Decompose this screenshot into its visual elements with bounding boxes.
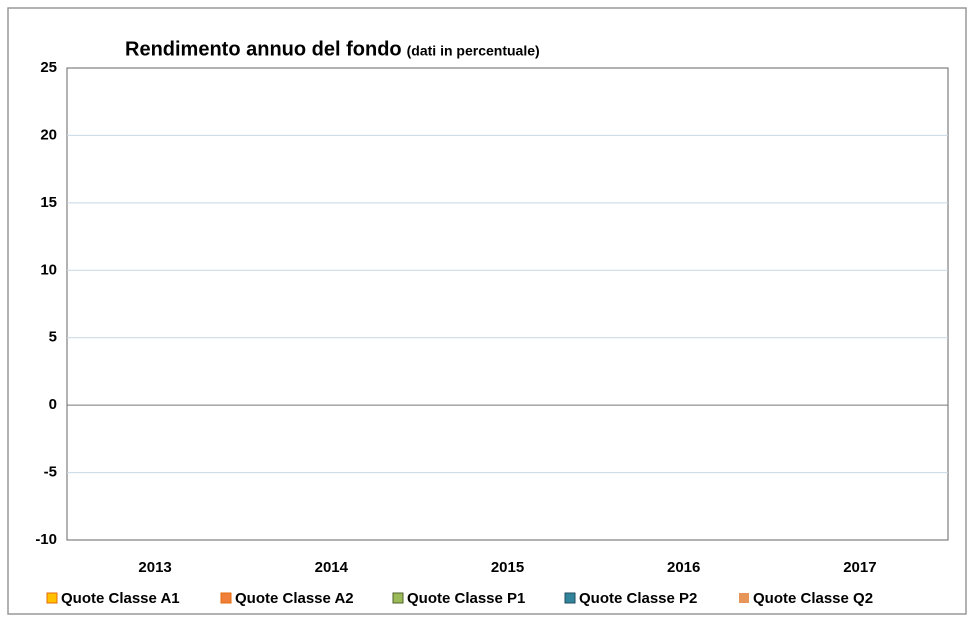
legend-marker bbox=[46, 592, 58, 604]
y-tick-label: -10 bbox=[35, 531, 57, 548]
x-tick-label: 2016 bbox=[667, 559, 700, 576]
legend-label: Quote Classe A2 bbox=[235, 590, 354, 607]
y-tick-label: 10 bbox=[40, 261, 57, 278]
y-tick-label: 5 bbox=[49, 329, 57, 346]
y-tick-label: -5 bbox=[44, 464, 57, 481]
x-tick-label: 2014 bbox=[315, 559, 349, 576]
legend-marker bbox=[564, 592, 576, 604]
legend-label: Quote Classe P2 bbox=[579, 590, 697, 607]
y-tick-label: 15 bbox=[40, 194, 57, 211]
y-tick-label: 0 bbox=[49, 396, 57, 413]
legend-label: Quote Classe A1 bbox=[61, 590, 180, 607]
legend-marker bbox=[739, 593, 749, 603]
plot-area bbox=[66, 67, 949, 541]
chart-subtitle: (dati in percentuale) bbox=[407, 43, 540, 59]
chart-frame bbox=[7, 7, 967, 615]
legend-marker bbox=[392, 592, 404, 604]
x-tick-label: 2013 bbox=[138, 559, 171, 576]
chart-title: Rendimento annuo del fondo bbox=[125, 38, 402, 60]
y-tick-label: 20 bbox=[40, 126, 57, 143]
x-tick-label: 2015 bbox=[491, 559, 524, 576]
legend-label: Quote Classe P1 bbox=[407, 590, 525, 607]
x-tick-label: 2017 bbox=[843, 559, 876, 576]
y-tick-label: 25 bbox=[40, 59, 57, 76]
legend-label: Quote Classe Q2 bbox=[753, 590, 873, 607]
legend-marker bbox=[220, 592, 232, 604]
